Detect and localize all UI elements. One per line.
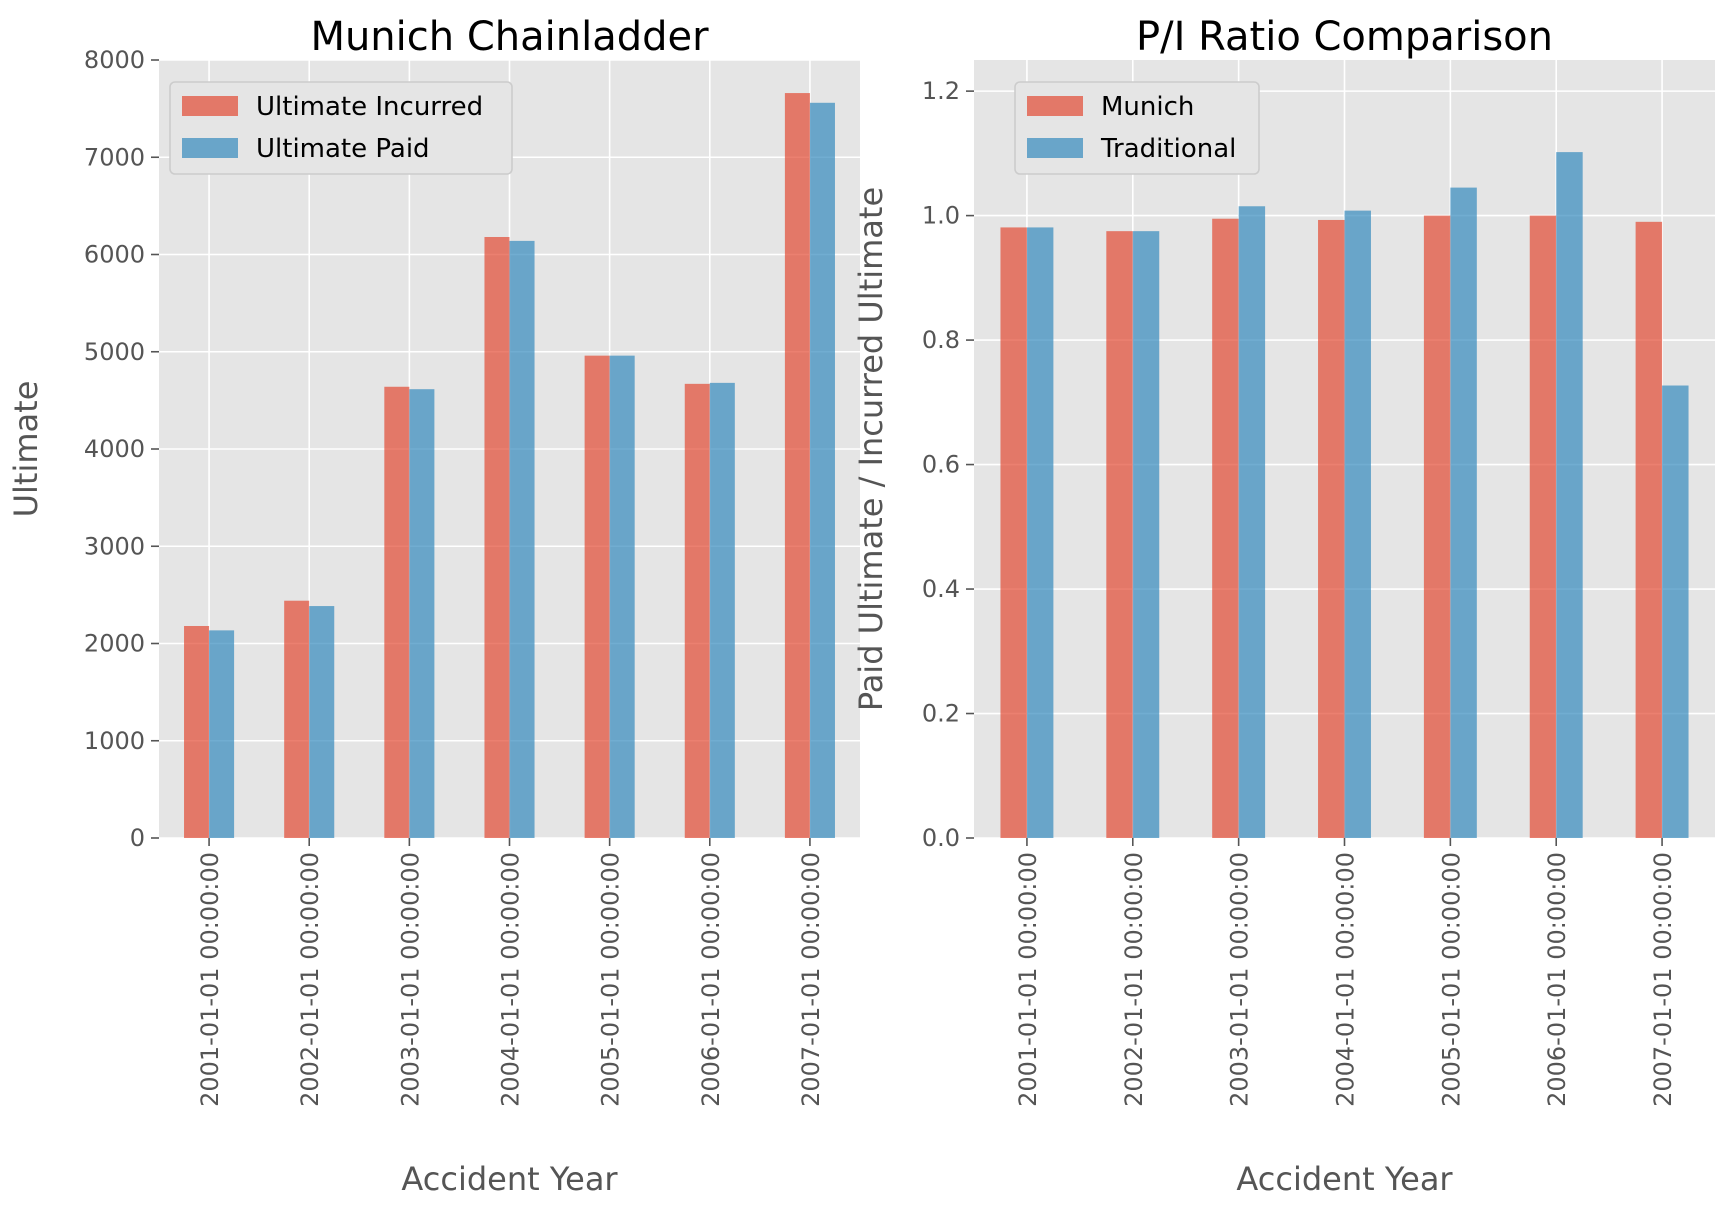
legend-label: Ultimate Paid (256, 134, 430, 164)
legend-swatch (182, 138, 238, 158)
legend: Ultimate Incurred Ultimate Paid (169, 81, 513, 175)
legend: Munich Traditional (1014, 81, 1260, 175)
bar-traditional (1556, 152, 1583, 838)
y-tick-label: 1.0 (922, 202, 960, 230)
bar-ultimate-incurred (584, 355, 610, 838)
y-tick-label: 3000 (84, 532, 145, 560)
pi-ratio-comparison-chart: 0.0 0.2 0.4 0.6 0.8 1.0 1.2 2001-01-01 00:00:0… (852, 14, 1715, 1198)
x-tick-label: 2007-01-01 00:00:00 (797, 852, 825, 1107)
bar-traditional (1344, 210, 1371, 839)
x-tick-label: 2001-01-01 00:00:00 (196, 852, 224, 1107)
bar-traditional (1238, 206, 1266, 838)
x-tick-label: 2003-01-01 00:00:00 (396, 852, 424, 1107)
x-ticks: 2001-01-01 00:00:00 2002-01-01 00:00:00 20… (196, 838, 825, 1107)
y-tick-label: 0.2 (922, 700, 960, 728)
bar-ultimate-paid (609, 355, 635, 838)
bar-ultimate-incurred (384, 386, 410, 838)
bars (184, 93, 835, 839)
x-tick-label: 2004-01-01 00:00:00 (497, 852, 525, 1107)
x-ticks: 2001-01-01 00:00:00 2002-01-01 00:00:00 20… (1014, 838, 1677, 1107)
y-tick-label: 5000 (84, 338, 145, 366)
munich-chainladder-chart: 0 1000 2000 3000 4000 5000 6000 7000 8000 2001-0… (7, 14, 860, 1198)
bar-traditional (1132, 231, 1160, 838)
legend-swatch (1027, 96, 1083, 116)
bar-munich (1212, 218, 1239, 838)
x-tick-label: 2003-01-01 00:00:00 (1226, 852, 1254, 1107)
bar-munich (1635, 221, 1663, 839)
y-tick-label: 2000 (84, 630, 145, 658)
bars (1000, 152, 1689, 839)
x-axis-label: Accident Year (1236, 1160, 1453, 1198)
bar-ultimate-incurred (684, 383, 710, 838)
bar-munich (1106, 231, 1133, 838)
x-tick-label: 2006-01-01 00:00:00 (697, 852, 725, 1107)
bar-traditional (1662, 385, 1689, 838)
bar-munich (1318, 219, 1345, 839)
y-tick-label: 1000 (84, 727, 145, 755)
y-tick-label: 7000 (84, 143, 145, 171)
y-tick-label: 0.0 (922, 824, 960, 852)
x-tick-label: 2004-01-01 00:00:00 (1332, 852, 1360, 1107)
x-tick-label: 2002-01-01 00:00:00 (1120, 852, 1148, 1107)
y-tick-label: 0.6 (922, 451, 960, 479)
bar-munich (1000, 227, 1027, 838)
bar-traditional (1450, 187, 1477, 839)
bar-munich (1529, 215, 1557, 839)
bar-munich (1423, 215, 1451, 839)
x-tick-label: 2005-01-01 00:00:00 (1437, 852, 1465, 1107)
bar-ultimate-incurred (284, 600, 310, 838)
y-tick-label: 6000 (84, 241, 145, 269)
y-tick-label: 8000 (84, 46, 145, 74)
bar-ultimate-paid (409, 389, 435, 838)
legend-label: Traditional (1100, 134, 1236, 164)
legend-label: Ultimate Incurred (256, 92, 483, 122)
legend-box (169, 81, 513, 175)
bar-ultimate-incurred (184, 625, 210, 838)
legend-swatch (182, 96, 238, 116)
y-axis-label: Ultimate (7, 381, 45, 518)
x-axis-label: Accident Year (401, 1160, 618, 1198)
y-tick-label: 1.2 (922, 77, 960, 105)
legend-label: Munich (1101, 92, 1194, 122)
bar-ultimate-paid (509, 240, 535, 838)
x-tick-label: 2007-01-01 00:00:00 (1649, 852, 1677, 1107)
y-tick-label: 0.4 (922, 575, 960, 603)
x-tick-label: 2006-01-01 00:00:00 (1543, 852, 1571, 1107)
y-ticks: 0.0 0.2 0.4 0.6 0.8 1.0 1.2 (922, 77, 974, 852)
bar-ultimate-paid (809, 102, 835, 839)
y-axis-label: Paid Ultimate / Incurred Ultimate (852, 187, 890, 711)
bar-ultimate-paid (209, 630, 235, 838)
x-tick-label: 2001-01-01 00:00:00 (1014, 852, 1042, 1107)
bar-traditional (1026, 227, 1054, 838)
chart-title: P/I Ratio Comparison (1136, 14, 1553, 60)
y-ticks: 0 1000 2000 3000 4000 5000 6000 7000 8000 (84, 46, 159, 852)
x-tick-label: 2005-01-01 00:00:00 (597, 852, 625, 1107)
bar-ultimate-incurred (484, 236, 510, 838)
bar-ultimate-incurred (784, 93, 810, 838)
y-tick-label: 0 (130, 824, 145, 852)
x-tick-label: 2002-01-01 00:00:00 (296, 852, 324, 1107)
bar-ultimate-paid (709, 382, 735, 838)
chart-title: Munich Chainladder (310, 14, 709, 60)
legend-swatch (1027, 138, 1083, 158)
y-tick-label: 0.8 (922, 326, 960, 354)
y-tick-label: 4000 (84, 435, 145, 463)
bar-ultimate-paid (309, 606, 335, 838)
